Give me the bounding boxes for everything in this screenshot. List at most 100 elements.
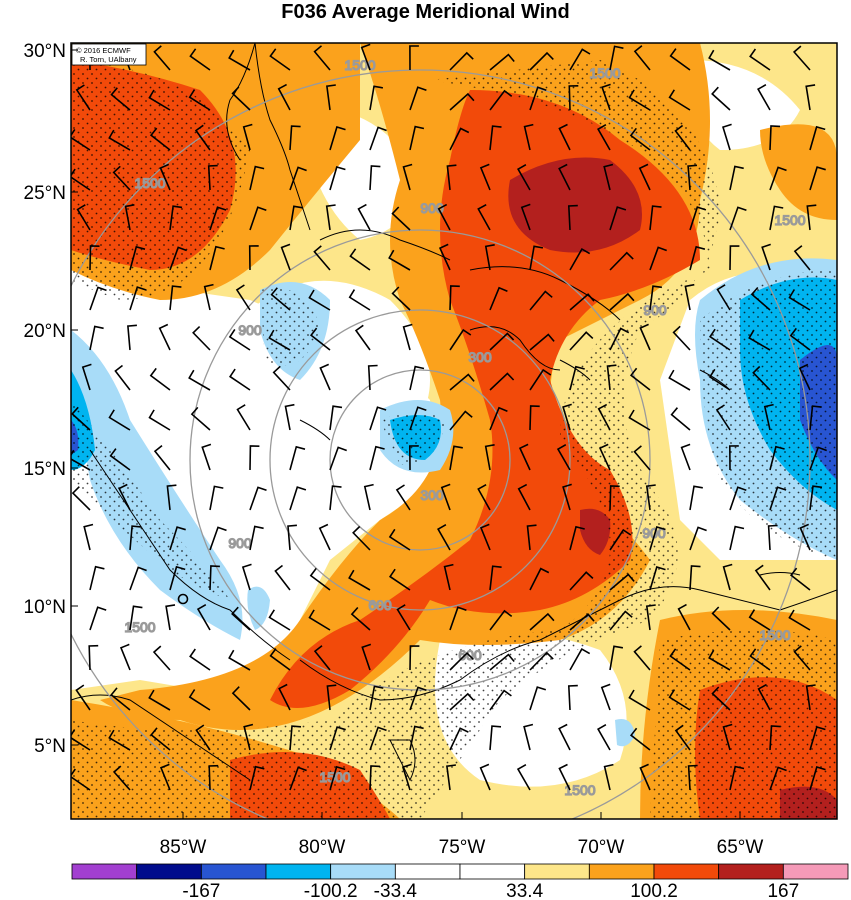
- coastline: [254, 43, 311, 231]
- colorbar-swatch: [524, 863, 590, 880]
- colorbar-label: -167: [182, 881, 220, 900]
- wind-barb: [489, 725, 502, 751]
- wind-barb: [71, 406, 91, 431]
- coastline-layer: [71, 43, 837, 782]
- wind-barb: [188, 89, 211, 111]
- wind-barb: [449, 651, 474, 671]
- wind-barb: [241, 563, 252, 591]
- significance-stipple: [71, 60, 250, 300]
- wind-barb: [477, 203, 491, 231]
- wind-barb: [569, 365, 585, 391]
- wind-barb: [603, 163, 614, 191]
- range-ring-label: 600: [458, 647, 482, 663]
- wind-barb: [567, 204, 578, 231]
- colorbar: -167 -100.2 -33.4 33.4 100.2 167: [71, 863, 849, 900]
- latitude-tick-label: 10°N: [24, 597, 66, 618]
- wind-barb: [449, 410, 473, 431]
- wind-barb: [687, 764, 698, 791]
- wind-barb: [649, 526, 666, 551]
- wind-barb: [325, 204, 336, 231]
- colorbar-swatch: [782, 863, 849, 880]
- wind-barb: [124, 204, 135, 231]
- coastline: [759, 572, 801, 576]
- wind-barb: [689, 245, 706, 271]
- wind-barb: [165, 604, 176, 631]
- wind-barb: [789, 567, 811, 591]
- wind-barb: [569, 571, 594, 591]
- range-ring: [269, 309, 571, 611]
- wind-barb: [674, 124, 691, 151]
- wind-barb: [609, 251, 634, 271]
- latitude-tick-label: 15°N: [24, 459, 66, 480]
- wind-barb: [350, 606, 371, 631]
- longitude-axis: 85°W 80°W 75°W 70°W 65°W: [160, 812, 764, 858]
- wind-barb: [789, 327, 811, 351]
- wind-barb: [754, 564, 771, 591]
- wind-barb: [209, 565, 220, 591]
- wind-barb: [649, 285, 662, 311]
- wind-barb: [329, 726, 346, 751]
- wind-barb: [639, 323, 651, 351]
- wind-barb: [715, 404, 731, 431]
- coastline: [469, 326, 561, 371]
- wind-barb: [523, 123, 534, 151]
- wind-barb: [268, 329, 291, 351]
- wind-barb: [489, 372, 515, 391]
- wind-barb: [152, 645, 171, 671]
- wind-barb: [629, 367, 651, 391]
- colorbar-swatch: [653, 863, 720, 880]
- wind-barb: [569, 48, 591, 71]
- longitude-tick-label: 65°W: [717, 837, 764, 858]
- wind-barb: [633, 45, 651, 71]
- latitude-tick-label: 30°N: [24, 41, 66, 62]
- coastline: [469, 266, 621, 321]
- range-ring-label: 1500: [589, 65, 620, 81]
- latitude-tick-label: 5°N: [34, 736, 66, 757]
- wind-barb: [189, 48, 211, 71]
- wind-barb: [289, 766, 307, 791]
- wind-barb: [716, 284, 731, 311]
- wind-barb: [711, 606, 731, 631]
- coastline: [71, 694, 251, 781]
- wind-barb: [207, 164, 218, 191]
- wind-barb: [153, 444, 171, 471]
- wind-barb: [71, 729, 91, 751]
- wind-barb: [609, 573, 635, 591]
- significance-stipple: [71, 60, 720, 819]
- range-ring: [329, 369, 511, 551]
- wind-barb: [209, 245, 225, 271]
- wind-barb: [529, 51, 554, 71]
- colorbar-swatch: [459, 863, 526, 880]
- wind-barb: [633, 445, 651, 471]
- wind-barb: [203, 283, 214, 311]
- wind-barb: [169, 565, 186, 591]
- wind-barb: [558, 163, 571, 191]
- wind-barb: [558, 723, 571, 751]
- wind-barb: [672, 325, 691, 351]
- colorbar-label: 167: [767, 881, 799, 900]
- wind-barb: [769, 166, 787, 191]
- wind-barb: [489, 406, 508, 431]
- wind-barb: [649, 566, 666, 591]
- wind-barb: [326, 84, 336, 111]
- wind-barb: [119, 643, 131, 671]
- wind-barb: [600, 683, 611, 711]
- wind-barb: [349, 248, 371, 271]
- wind-barb: [669, 648, 691, 671]
- wind-barb: [728, 445, 739, 471]
- wind-barb: [409, 125, 425, 151]
- coastline: [319, 229, 451, 261]
- wind-barb: [809, 125, 826, 151]
- wind-barb: [89, 606, 107, 631]
- wind-barb: [272, 365, 291, 391]
- wind-barb: [489, 53, 515, 71]
- wind-barb: [71, 168, 91, 191]
- wind-barb: [449, 92, 475, 111]
- wind-barb: [369, 445, 385, 471]
- wind-barb: [409, 686, 427, 711]
- wind-barb: [809, 405, 822, 431]
- wind-barb: [809, 766, 826, 791]
- wind-barb: [129, 605, 143, 631]
- wind-barb: [192, 326, 211, 351]
- wind-barb: [711, 86, 731, 111]
